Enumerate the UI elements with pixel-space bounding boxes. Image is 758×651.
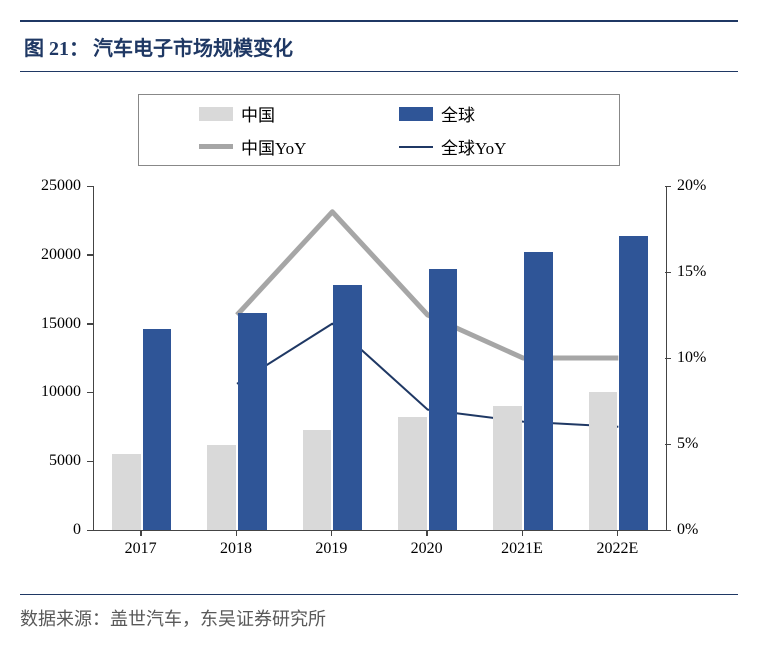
line-overlay [94, 186, 666, 530]
y-left-tick-label: 15000 [41, 315, 81, 333]
legend: 中国 全球 中国YoY 全球YoY [138, 94, 620, 166]
bar-china [207, 445, 236, 530]
legend-item-china-yoy: 中国YoY [199, 134, 359, 159]
swatch-global-yoy-line [399, 146, 433, 148]
legend-label: 中国YoY [241, 134, 306, 159]
figure-number: 图 21： [24, 38, 89, 60]
y-right-tick-label: 10% [677, 349, 706, 367]
bar-china [398, 417, 427, 530]
legend-label: 中国 [241, 101, 275, 126]
y-left-tick-label: 5000 [49, 452, 81, 470]
legend-item-global-bar: 全球 [399, 101, 559, 126]
y-right-tick-label: 0% [677, 521, 698, 539]
line-global-yoy [237, 324, 618, 427]
bar-china [589, 392, 618, 530]
y-left-tick-label: 0 [73, 521, 81, 539]
y-left-tick-label: 20000 [41, 246, 81, 264]
x-tick-label: 2020 [411, 540, 443, 558]
chart-header: 图 21： 汽车电子市场规模变化 [20, 20, 738, 72]
bar-china [493, 406, 522, 530]
legend-label: 全球 [441, 101, 475, 126]
y-right-tick-label: 15% [677, 263, 706, 281]
source-text: 数据来源：盖世汽车，东吴证券研究所 [20, 609, 326, 629]
x-tick-label: 2019 [315, 540, 347, 558]
legend-item-global-yoy: 全球YoY [399, 134, 559, 159]
x-tick-label: 2018 [220, 540, 252, 558]
bar-china [112, 454, 141, 530]
bar-global [429, 269, 458, 530]
swatch-global-bar [399, 107, 433, 121]
plot-region [93, 186, 667, 531]
legend-label: 全球YoY [441, 134, 506, 159]
bar-global [143, 329, 172, 530]
swatch-china-yoy-line [199, 144, 233, 149]
x-tick-label: 2022E [596, 540, 638, 558]
chart-area: 0 5000 10000 15000 20000 25000 0% 5% 10% 15% 20% 20… [29, 176, 729, 576]
y-right-tick-label: 5% [677, 435, 698, 453]
x-tick-label: 2021E [501, 540, 543, 558]
line-china-yoy [237, 212, 618, 358]
source-footer: 数据来源：盖世汽车，东吴证券研究所 [20, 594, 738, 631]
y-left-tick-label: 10000 [41, 383, 81, 401]
y-left-tick-label: 25000 [41, 177, 81, 195]
bar-global [238, 313, 267, 530]
legend-item-china-bar: 中国 [199, 101, 359, 126]
x-tick-label: 2017 [125, 540, 157, 558]
swatch-china-bar [199, 107, 233, 121]
bar-china [303, 430, 332, 530]
bar-global [333, 285, 362, 530]
y-right-tick-label: 20% [677, 177, 706, 195]
bar-global [524, 252, 553, 530]
chart-title: 汽车电子市场规模变化 [93, 38, 293, 60]
bar-global [619, 236, 648, 530]
